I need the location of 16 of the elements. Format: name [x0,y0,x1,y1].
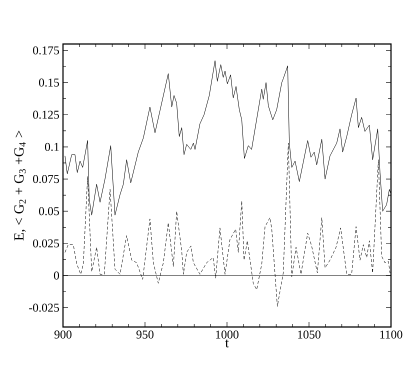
y-tick-label: 0.075 [33,175,60,184]
x-tick-label: 1100 [380,330,402,339]
x-axis-title: t [225,339,229,348]
y-tick-label: 0.025 [33,239,60,248]
x-tick-label: 900 [54,330,72,339]
y-tick-label: 0.125 [33,110,60,119]
y-tick-label: 0.175 [33,46,60,54]
x-tick-label: 950 [136,330,154,339]
y-tick-label: 0 [54,272,60,280]
y-axis-title: E, < G$_{2}$ + G$_{3}$ +G$_{4}$ > [14,130,26,240]
y-tick-label: 0.1 [44,142,59,151]
y-tick-label: 0.15 [39,78,60,87]
x-tick-label: 1050 [298,330,320,339]
x-tick-label: 1000 [216,330,238,339]
y-tick-label: 0.05 [39,207,60,216]
y-tick-label: -0.025 [29,304,60,312]
